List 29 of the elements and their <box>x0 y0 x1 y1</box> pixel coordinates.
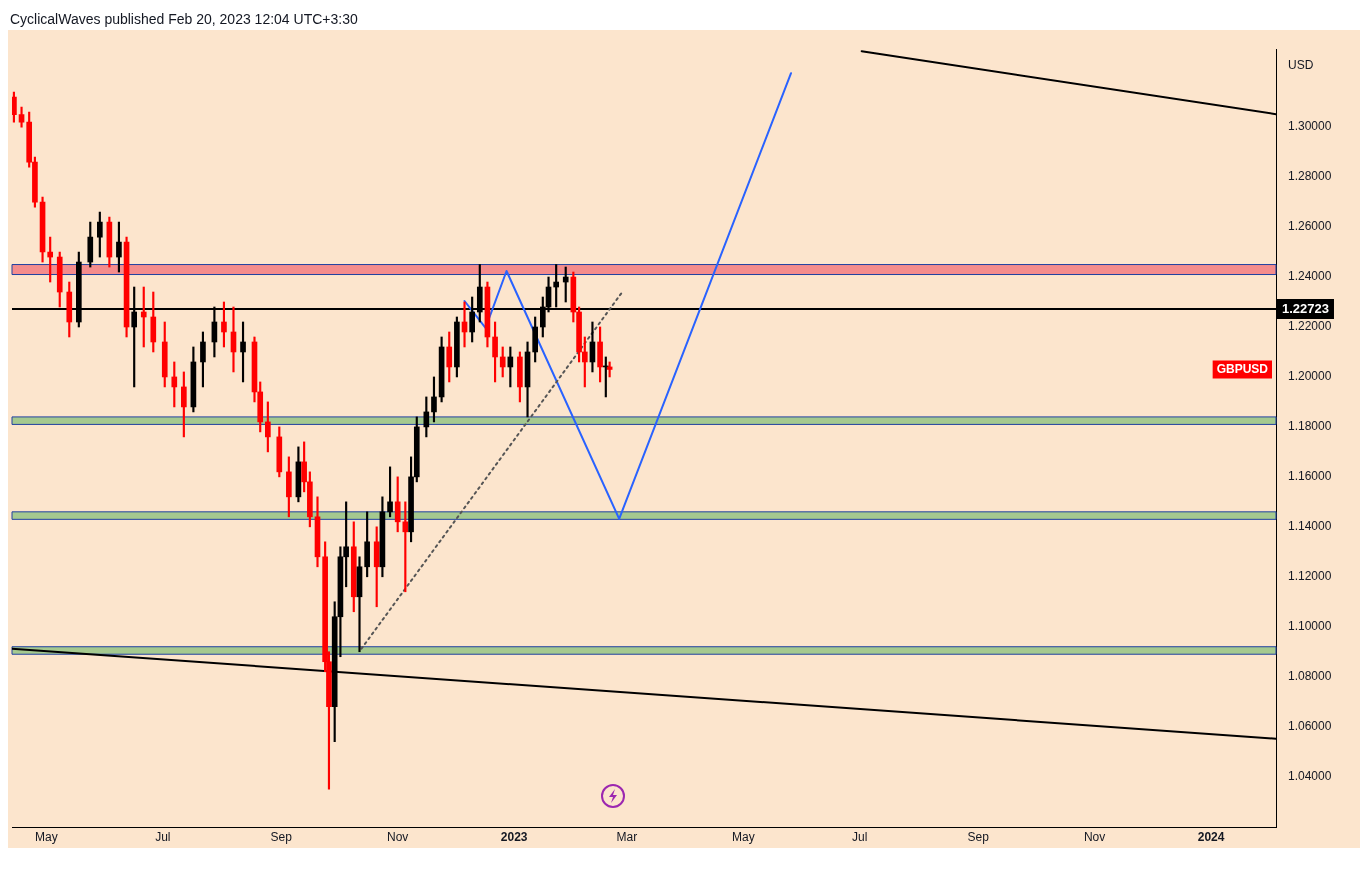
x-tick-label: Jul <box>852 830 868 845</box>
x-tick-label: Jul <box>155 830 171 845</box>
x-tick-label: 2023 <box>500 830 528 845</box>
y-tick-label: 1.18000 <box>1288 419 1332 434</box>
y-tick-label: 1.26000 <box>1288 219 1332 234</box>
y-tick-label: 1.10000 <box>1288 619 1332 634</box>
x-tick-label: Sep <box>967 830 990 845</box>
y-tick-label: 1.14000 <box>1288 519 1332 534</box>
y-tick-label: 1.04000 <box>1288 768 1332 783</box>
y-tick-label: 1.12000 <box>1288 569 1332 584</box>
x-tick-label: Mar <box>616 830 638 845</box>
text: GBPUSD <box>1216 361 1269 376</box>
y-axis-title: USD <box>1288 57 1314 72</box>
x-tick-label: May <box>35 830 58 845</box>
chart-title: CyclicalWaves published Feb 20, 2023 12:04 UTC+3:30 <box>9 10 359 29</box>
ref-line-label: 1.22723 <box>1282 300 1329 316</box>
y-tick-label: 1.28000 <box>1288 169 1332 184</box>
x-tick-label: 2024 <box>1197 830 1225 845</box>
y-tick-label: 1.22000 <box>1288 319 1332 334</box>
y-tick-label: 1.08000 <box>1288 669 1332 684</box>
x-tick-label: Nov <box>1083 830 1106 845</box>
y-tick-label: 1.06000 <box>1288 718 1332 733</box>
y-tick-label: 1.16000 <box>1288 469 1332 484</box>
x-tick-label: May <box>731 830 755 845</box>
y-tick-label: 1.24000 <box>1288 269 1332 284</box>
y-tick-label: 1.20000 <box>1288 369 1332 384</box>
x-tick-label: Nov <box>387 830 409 845</box>
x-tick-label: Sep <box>270 830 293 845</box>
y-tick-label: 1.30000 <box>1288 119 1332 134</box>
